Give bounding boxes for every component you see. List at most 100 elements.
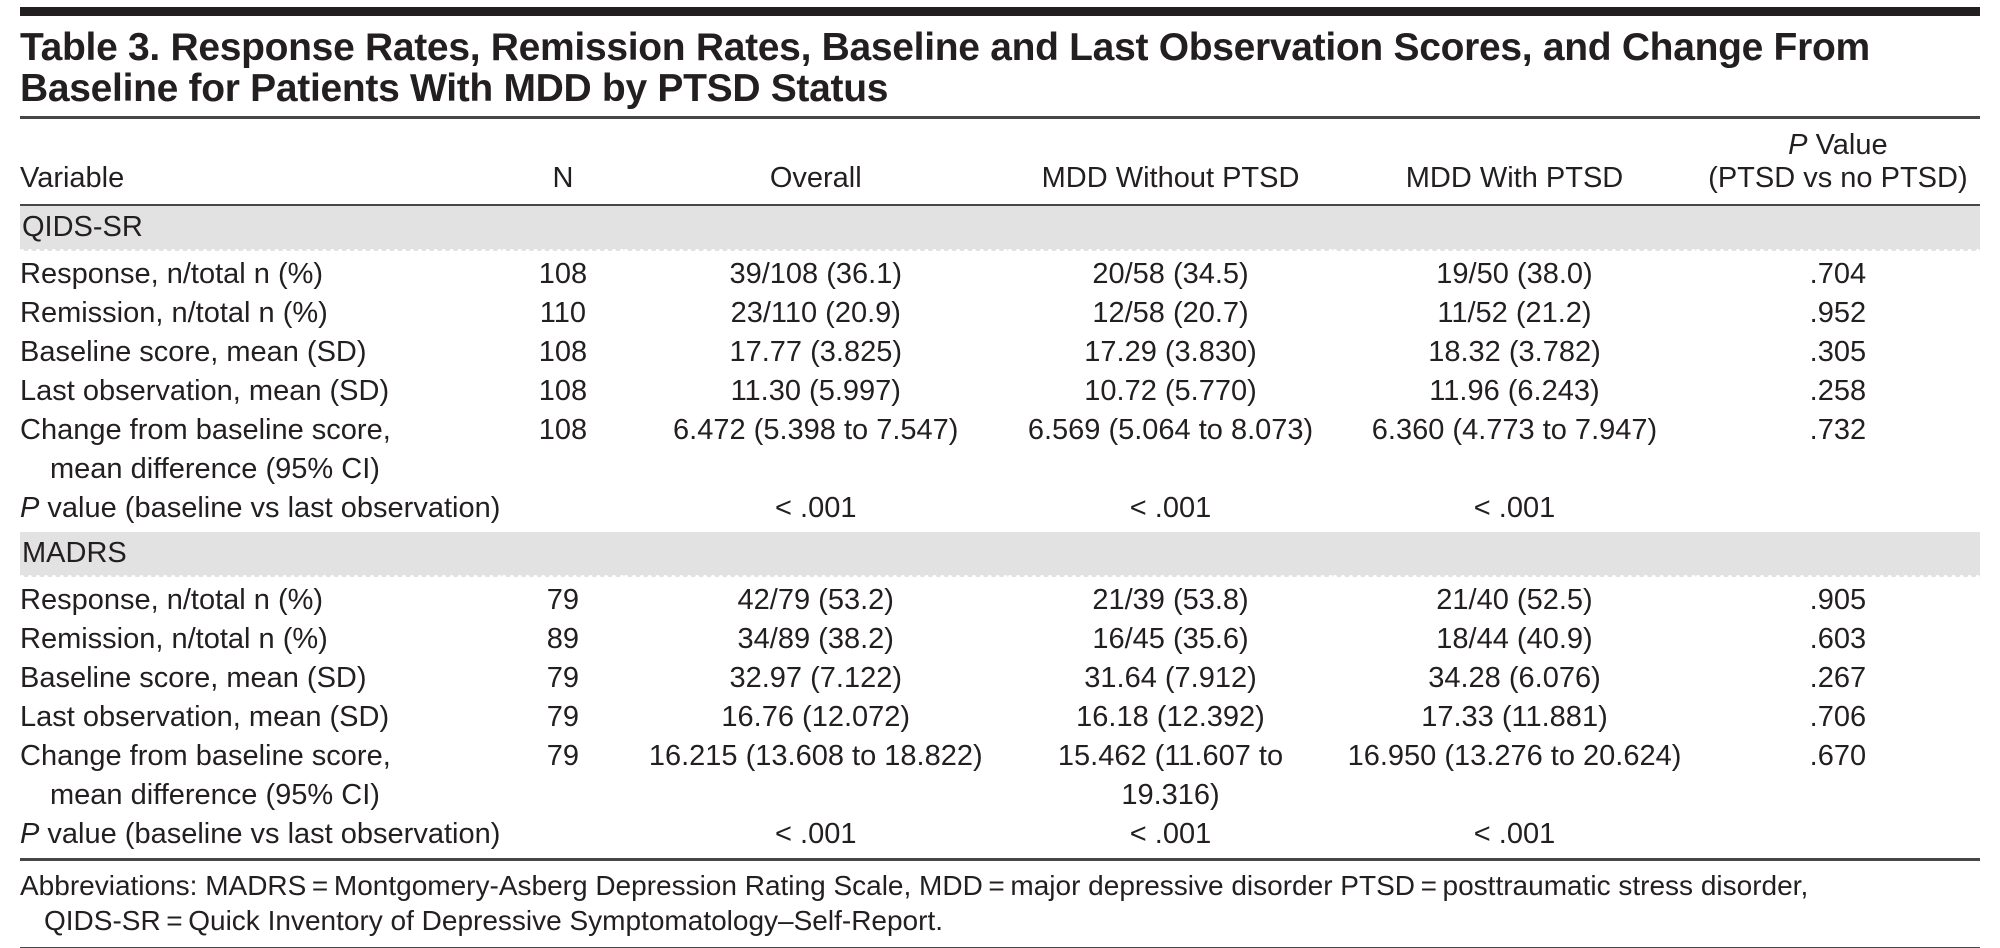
cell-overall: 6.472 (5.398 to 7.547)	[673, 414, 959, 446]
cell-mdd-without-ptsd: < .001	[1129, 818, 1212, 850]
cell-overall: 23/110 (20.9)	[730, 297, 901, 329]
row-label: Response, n/total n (%)	[20, 584, 324, 616]
cell-n: 79	[546, 584, 580, 616]
cell-overall: 16.76 (12.072)	[721, 701, 911, 733]
cell-p-value: .952	[1809, 297, 1867, 329]
section-header-madrs: MADRS	[20, 532, 1980, 579]
table-row-change-from-baseline: Change from baseline score, mean differe…	[20, 737, 1980, 815]
table-row: Remission, n/total n (%) 110 23/110 (20.…	[20, 294, 1980, 333]
cell-n: 89	[546, 623, 580, 655]
cell-n	[502, 489, 624, 532]
row-label: P value (baseline vs last observation)	[20, 492, 501, 524]
table-row-p-value: P value (baseline vs last observation) <…	[20, 815, 1980, 858]
section-label: QIDS-SR	[20, 205, 1980, 253]
cell-mdd-without-ptsd: 31.64 (7.912)	[1084, 662, 1257, 694]
cell-p-value: .603	[1809, 623, 1867, 655]
cell-mdd-without-ptsd: 17.29 (3.830)	[1084, 336, 1257, 368]
section-label: MADRS	[20, 532, 1980, 579]
column-header-n: N	[502, 119, 624, 206]
row-label: Baseline score, mean (SD)	[20, 662, 367, 694]
cell-mdd-with-ptsd: 18.32 (3.782)	[1428, 336, 1601, 368]
cell-p-value: .704	[1809, 258, 1867, 290]
cell-p-value: .258	[1809, 375, 1867, 407]
cell-p-value: .267	[1809, 662, 1867, 694]
column-header-overall: Overall	[623, 119, 1008, 206]
abbreviations-footnote: Abbreviations: MADRS = Montgomery-Asberg…	[20, 861, 1980, 947]
cell-mdd-without-ptsd: 20/58 (34.5)	[1092, 258, 1249, 290]
cell-n: 108	[538, 414, 588, 446]
cell-mdd-without-ptsd: 12/58 (20.7)	[1092, 297, 1249, 329]
footnote-top-rule	[20, 858, 1980, 861]
cell-overall: 39/108 (36.1)	[729, 258, 902, 290]
p-value-header-line2: (PTSD vs no PTSD)	[1708, 162, 1968, 194]
cell-mdd-without-ptsd: 15.462 (11.607 to 19.316)	[1057, 740, 1284, 811]
cell-mdd-without-ptsd: 10.72 (5.770)	[1084, 375, 1257, 407]
footnote-line2: QIDS-SR = Quick Inventory of Depressive …	[44, 905, 944, 936]
cell-mdd-with-ptsd: 21/40 (52.5)	[1436, 584, 1593, 616]
cell-p-value: .732	[1809, 414, 1867, 446]
row-label: Baseline score, mean (SD)	[20, 336, 367, 368]
row-label: Last observation, mean (SD)	[20, 701, 390, 733]
cell-mdd-with-ptsd: 18/44 (40.9)	[1436, 623, 1593, 655]
cell-mdd-without-ptsd: 16/45 (35.6)	[1092, 623, 1249, 655]
table-row: Baseline score, mean (SD) 79 32.97 (7.12…	[20, 659, 1980, 698]
cell-p-value: .706	[1809, 701, 1867, 733]
row-label: Change from baseline score, mean differe…	[20, 740, 391, 811]
cell-mdd-with-ptsd: 11/52 (21.2)	[1437, 297, 1592, 329]
cell-mdd-with-ptsd: 19/50 (38.0)	[1436, 258, 1593, 290]
row-label: Remission, n/total n (%)	[20, 623, 328, 655]
table-row: Remission, n/total n (%) 89 34/89 (38.2)…	[20, 620, 1980, 659]
column-header-p-value: P Value (PTSD vs no PTSD)	[1695, 119, 1980, 206]
table-figure: Table 3. Response Rates, Remission Rates…	[0, 7, 2000, 948]
table-title: Table 3. Response Rates, Remission Rates…	[20, 26, 1870, 110]
cell-overall: 16.215 (13.608 to 18.822)	[648, 740, 983, 772]
table-top-rule	[20, 7, 1980, 16]
table-row: Last observation, mean (SD) 79 16.76 (12…	[20, 698, 1980, 737]
row-label: Response, n/total n (%)	[20, 258, 324, 290]
data-table: Variable N Overall MDD Without PTSD MDD …	[20, 119, 1980, 858]
cell-mdd-with-ptsd: 34.28 (6.076)	[1428, 662, 1601, 694]
column-header-mdd-without-ptsd: MDD Without PTSD	[1007, 119, 1334, 206]
cell-overall: < .001	[775, 492, 857, 524]
cell-p-value	[1696, 489, 1980, 532]
header-row: Variable N Overall MDD Without PTSD MDD …	[20, 119, 1980, 206]
cell-p-value	[1696, 815, 1980, 858]
table-row: Baseline score, mean (SD) 108 17.77 (3.8…	[20, 333, 1980, 372]
title-rule	[20, 116, 1980, 119]
p-value-header-line1: P Value	[1788, 129, 1888, 161]
cell-mdd-with-ptsd: 6.360 (4.773 to 7.947)	[1371, 414, 1658, 446]
row-label: Remission, n/total n (%)	[20, 297, 328, 329]
cell-overall: < .001	[775, 818, 857, 850]
table-row: Last observation, mean (SD) 108 11.30 (5…	[20, 372, 1980, 411]
cell-overall: 32.97 (7.122)	[729, 662, 902, 694]
cell-mdd-without-ptsd: 21/39 (53.8)	[1092, 584, 1249, 616]
cell-n: 79	[546, 662, 580, 694]
cell-n: 108	[538, 258, 588, 290]
cell-overall: 34/89 (38.2)	[737, 623, 894, 655]
cell-n	[502, 815, 624, 858]
section-header-qids-sr: QIDS-SR	[20, 205, 1980, 253]
cell-p-value: .905	[1809, 584, 1867, 616]
cell-mdd-without-ptsd: 16.18 (12.392)	[1076, 701, 1265, 733]
cell-mdd-with-ptsd: < .001	[1473, 818, 1556, 850]
row-label: Last observation, mean (SD)	[20, 375, 390, 407]
table-row-change-from-baseline: Change from baseline score, mean differe…	[20, 411, 1980, 489]
cell-mdd-without-ptsd: < .001	[1129, 492, 1212, 524]
cell-mdd-with-ptsd: < .001	[1473, 492, 1556, 524]
row-label: Change from baseline score, mean differe…	[20, 414, 391, 485]
cell-mdd-with-ptsd: 11.96 (6.243)	[1429, 375, 1600, 407]
cell-mdd-with-ptsd: 16.950 (13.276 to 20.624)	[1347, 740, 1682, 772]
cell-mdd-with-ptsd: 17.33 (11.881)	[1421, 701, 1608, 733]
cell-n: 110	[539, 297, 587, 329]
footnote-line1: Abbreviations: MADRS = Montgomery-Asberg…	[20, 870, 1809, 901]
table-row-p-value: P value (baseline vs last observation) <…	[20, 489, 1980, 532]
cell-n: 79	[546, 740, 580, 772]
table-row: Response, n/total n (%) 79 42/79 (53.2) …	[20, 577, 1980, 620]
column-header-mdd-with-ptsd: MDD With PTSD	[1333, 119, 1696, 206]
cell-overall: 42/79 (53.2)	[737, 584, 894, 616]
row-label: P value (baseline vs last observation)	[20, 818, 501, 850]
cell-n: 108	[538, 375, 588, 407]
cell-overall: 11.30 (5.997)	[730, 375, 901, 407]
column-header-variable: Variable	[20, 119, 503, 206]
cell-n: 79	[546, 701, 580, 733]
